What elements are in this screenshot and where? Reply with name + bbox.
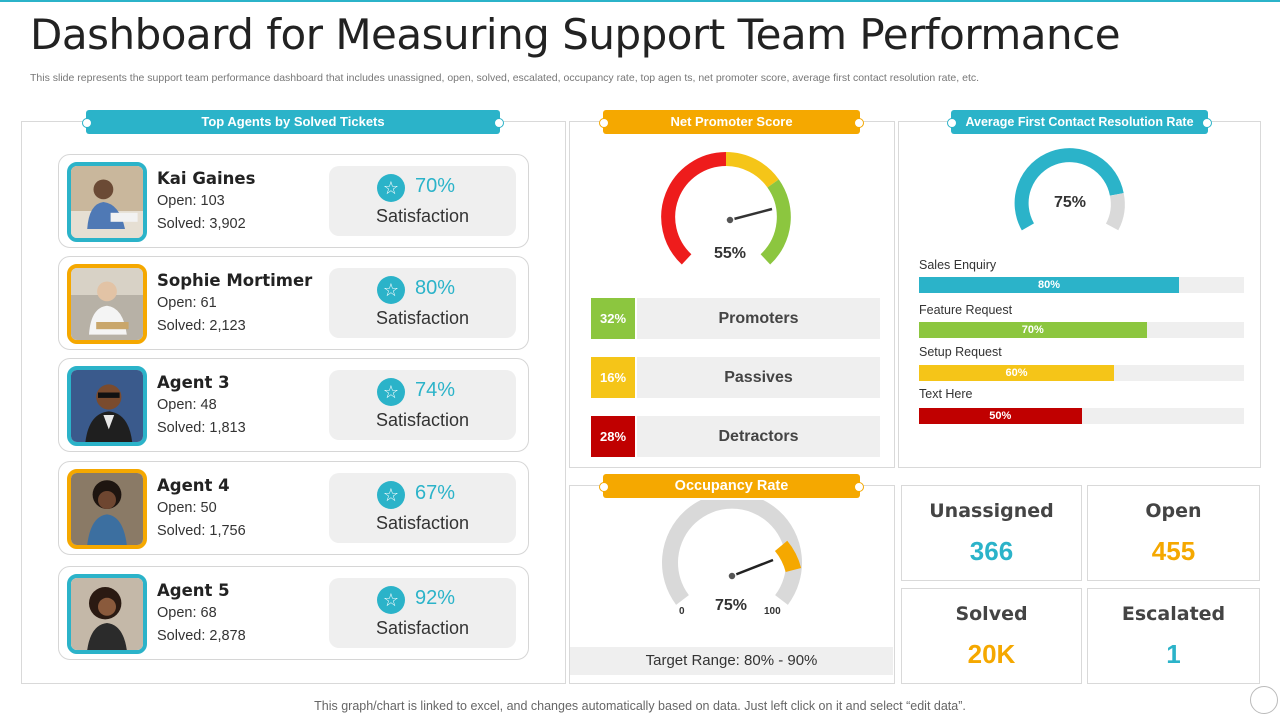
agent-solved-count: Solved: 1,756	[157, 523, 246, 539]
satisfaction-box: ☆ 70% Satisfaction	[329, 166, 516, 236]
page-subtitle: This slide represents the support team p…	[30, 72, 980, 84]
satisfaction-percent: 80%	[415, 277, 456, 299]
stat-tile-solved: Solved 20K	[901, 588, 1082, 684]
agent-solved-count: Solved: 3,902	[157, 216, 246, 232]
top-accent-line	[0, 0, 1280, 2]
resolution-bar-fill: 60%	[919, 365, 1114, 381]
stat-value: 455	[1151, 536, 1196, 566]
nps-heading: Net Promoter Score	[599, 110, 864, 134]
agent-photo	[67, 264, 147, 344]
nps-percent: 32%	[591, 298, 635, 339]
star-icon: ☆	[377, 276, 405, 304]
nps-row-promoters: 32% Promoters	[591, 298, 880, 339]
agent-name: Agent 5	[157, 581, 230, 600]
satisfaction-box: ☆ 92% Satisfaction	[329, 578, 516, 648]
stat-value: 366	[969, 536, 1014, 566]
stat-tile-escalated: Escalated 1	[1087, 588, 1260, 684]
agent-solved-count: Solved: 2,878	[157, 628, 246, 644]
occupancy-target-range: Target Range: 80% - 90%	[570, 647, 893, 675]
satisfaction-percent: 67%	[415, 482, 456, 504]
satisfaction-box: ☆ 74% Satisfaction	[329, 370, 516, 440]
satisfaction-box: ☆ 80% Satisfaction	[329, 268, 516, 338]
resolution-bar-track: 60%	[919, 365, 1244, 381]
resolution-bar-label: Sales Enquiry	[919, 258, 997, 272]
star-icon: ☆	[377, 586, 405, 614]
nps-gauge-value: 55%	[713, 245, 747, 262]
resolution-bar-track: 80%	[919, 277, 1244, 293]
nps-needle	[729, 207, 773, 222]
satisfaction-percent: 92%	[415, 587, 456, 609]
resolution-bar-fill: 70%	[919, 322, 1147, 338]
footer-note: This graph/chart is linked to excel, and…	[314, 699, 966, 713]
nps-label: Promoters	[637, 298, 880, 339]
agent-name: Sophie Mortimer	[157, 271, 313, 290]
star-icon: ☆	[377, 378, 405, 406]
stat-label: Solved	[955, 603, 1028, 625]
resolution-gauge	[1014, 148, 1125, 231]
star-icon: ☆	[377, 174, 405, 202]
satisfaction-percent: 74%	[415, 379, 456, 401]
occupancy-gauge-value: 75%	[714, 597, 748, 614]
satisfaction-label: Satisfaction	[375, 618, 470, 638]
agent-photo	[67, 162, 147, 242]
agent-photo	[67, 469, 147, 549]
resolution-heading: Average First Contact Resolution Rate	[947, 110, 1212, 134]
stat-tile-open: Open 455	[1087, 485, 1260, 581]
resolution-gauge-value: 75%	[1053, 194, 1087, 211]
agent-open-count: Open: 61	[157, 295, 217, 311]
stat-value: 20K	[967, 639, 1016, 669]
satisfaction-label: Satisfaction	[375, 410, 470, 430]
corner-circle	[1250, 686, 1278, 714]
resolution-bar-track: 50%	[919, 408, 1244, 424]
agent-open-count: Open: 50	[157, 500, 217, 516]
nps-percent: 28%	[591, 416, 635, 457]
stat-tile-unassigned: Unassigned 366	[901, 485, 1082, 581]
agent-open-count: Open: 103	[157, 193, 225, 209]
satisfaction-percent: 70%	[415, 175, 456, 197]
stat-label: Open	[1145, 500, 1202, 522]
agent-card[interactable]: Agent 5 Open: 68 Solved: 2,878 ☆ 92% Sat…	[58, 566, 529, 660]
agent-name: Kai Gaines	[157, 169, 256, 188]
agent-name: Agent 3	[157, 373, 230, 392]
nps-gauge	[661, 152, 791, 265]
agent-card[interactable]: Sophie Mortimer Open: 61 Solved: 2,123 ☆…	[58, 256, 529, 350]
nps-label: Passives	[637, 357, 880, 398]
resolution-bar-track: 70%	[919, 322, 1244, 338]
satisfaction-label: Satisfaction	[375, 513, 470, 533]
occupancy-needle	[731, 558, 774, 578]
nps-panel	[569, 121, 895, 468]
agent-card[interactable]: Agent 3 Open: 48 Solved: 1,813 ☆ 74% Sat…	[58, 358, 529, 452]
occupancy-max-label: 100	[764, 606, 781, 617]
agent-solved-count: Solved: 1,813	[157, 420, 246, 436]
agent-card[interactable]: Kai Gaines Open: 103 Solved: 3,902 ☆ 70%…	[58, 154, 529, 248]
nps-row-passives: 16% Passives	[591, 357, 880, 398]
occupancy-heading: Occupancy Rate	[599, 474, 864, 498]
occupancy-gauge	[662, 500, 802, 605]
agent-photo	[67, 366, 147, 446]
page-title: Dashboard for Measuring Support Team Per…	[30, 10, 1121, 59]
nps-row-detractors: 28% Detractors	[591, 416, 880, 457]
agent-solved-count: Solved: 2,123	[157, 318, 246, 334]
resolution-bar-label: Setup Request	[919, 345, 1002, 359]
agent-photo	[67, 574, 147, 654]
resolution-bar-fill: 80%	[919, 277, 1179, 293]
stat-label: Escalated	[1121, 603, 1226, 625]
nps-label: Detractors	[637, 416, 880, 457]
stat-value: 1	[1166, 639, 1181, 669]
agent-card[interactable]: Agent 4 Open: 50 Solved: 1,756 ☆ 67% Sat…	[58, 461, 529, 555]
agent-name: Agent 4	[157, 476, 230, 495]
stat-label: Unassigned	[929, 500, 1054, 522]
satisfaction-label: Satisfaction	[375, 308, 470, 328]
resolution-bar-label: Text Here	[919, 387, 973, 401]
top-agents-heading: Top Agents by Solved Tickets	[82, 110, 504, 134]
agent-open-count: Open: 68	[157, 605, 217, 621]
occupancy-min-label: 0	[679, 606, 685, 617]
agent-open-count: Open: 48	[157, 397, 217, 413]
star-icon: ☆	[377, 481, 405, 509]
resolution-bar-fill: 50%	[919, 408, 1082, 424]
satisfaction-box: ☆ 67% Satisfaction	[329, 473, 516, 543]
satisfaction-label: Satisfaction	[375, 206, 470, 226]
nps-percent: 16%	[591, 357, 635, 398]
resolution-bar-label: Feature Request	[919, 303, 1013, 317]
